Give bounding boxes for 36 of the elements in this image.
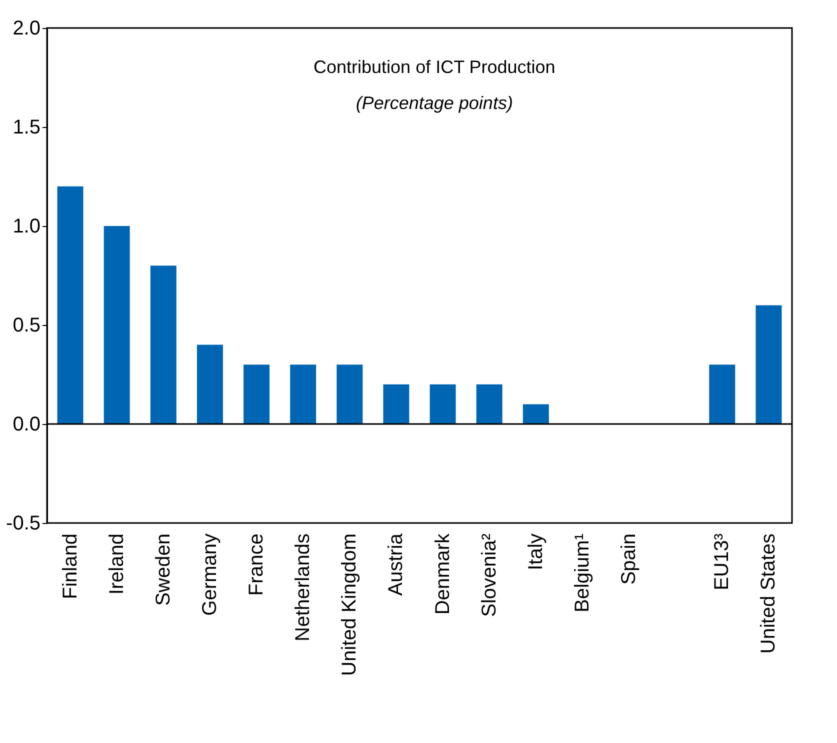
x-tick-label: Finland [59,534,82,600]
y-tick-label: 1.0 [12,216,40,238]
x-tick-label: Sweden [152,534,174,606]
x-tick-label: Netherlands [292,534,314,642]
bar [522,404,549,424]
bar [383,384,410,424]
x-tick-label: United States [758,534,780,654]
bar [756,305,782,424]
y-tick-label: 1.5 [12,116,40,138]
bar [336,364,363,424]
x-tick-label: EU13³ [711,533,734,590]
x-tick-label: Ireland [106,534,128,595]
bar [709,364,736,424]
bar [430,384,456,424]
x-tick-label: United Kingdom [338,534,361,676]
x-tick-label: Slovenia² [478,533,500,617]
bar [104,226,130,424]
x-tick-label: Spain [618,534,640,585]
x-tick-label: Italy [524,534,547,570]
bar [476,384,502,424]
bar [244,364,270,424]
x-tick-label: Belgium¹ [571,533,594,612]
x-tick-label: Austria [385,532,408,596]
text: (Percentage points) [356,93,513,113]
y-tick-label: 0.0 [12,414,40,436]
y-tick-label: 0.5 [12,314,40,336]
x-tick-label: Denmark [432,532,454,615]
x-tick-label: Germany [198,534,221,616]
bar [196,344,223,424]
bar [150,266,176,424]
y-tick-label: -0.5 [6,512,40,534]
x-tick-label: France [246,534,268,596]
bar [290,364,316,424]
text: Contribution of ICT Production [314,57,556,77]
y-tick-label: 2.0 [12,18,40,40]
bar [57,186,84,424]
